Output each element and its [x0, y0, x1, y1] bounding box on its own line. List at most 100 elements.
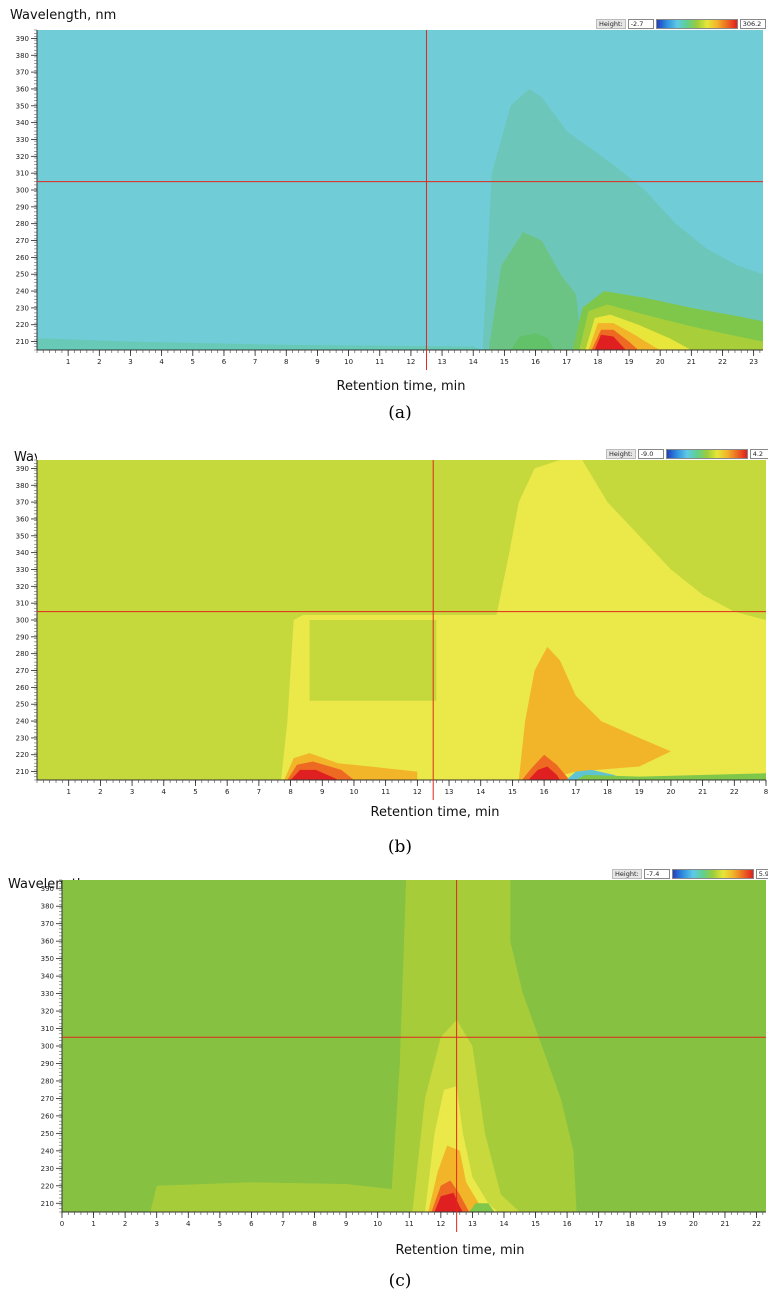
y-tick-label: 280: [16, 650, 29, 658]
intensity-region: [309, 620, 437, 701]
x-tick-label: 8: [312, 1220, 316, 1228]
x-tick-label: 6: [249, 1220, 254, 1228]
legend-gradient: [655, 19, 738, 29]
x-tick-label: 10: [373, 1220, 382, 1228]
y-tick-label: 300: [16, 617, 29, 625]
x-tick-label: 6: [225, 788, 230, 796]
intensity-region: [518, 646, 671, 780]
y-tick-label: 240: [41, 1147, 54, 1155]
x-tick-label: 9: [315, 358, 319, 366]
y-tick-label: 370: [41, 920, 54, 928]
x-tick-label: 4: [159, 358, 164, 366]
legend-max: 4.2: [749, 449, 768, 459]
y-tick-label: 280: [41, 1077, 54, 1085]
heatmap-plot: 1 2 3 4 5 6 7 8 9 10 11 12 13 14 15 16 17 18 19 20 21 22 82102…: [16, 450, 768, 800]
y-tick-label: 310: [16, 170, 29, 178]
x-tick-label: 1: [66, 358, 70, 366]
y-tick-label: 340: [16, 119, 29, 127]
x-tick-label: 21: [720, 1220, 729, 1228]
y-tick-label: 320: [16, 583, 29, 591]
intensity-region: [528, 766, 560, 780]
x-tick-label: 21: [687, 358, 696, 366]
y-tick-label: 350: [41, 955, 54, 963]
x-tick-label: 12: [406, 358, 415, 366]
y-tick-label: 380: [16, 52, 29, 60]
x-tick-label: 16: [563, 1220, 572, 1228]
x-tick-label: 10: [344, 358, 353, 366]
intensity-region: [290, 769, 339, 780]
y-tick-label: 290: [41, 1060, 54, 1068]
color-legend: Height: -2.7 306.2: [596, 19, 768, 29]
y-tick-label: 290: [16, 633, 29, 641]
x-tick-label: 19: [635, 788, 644, 796]
x-tick-label: 3: [128, 358, 132, 366]
x-tick-label: 22: [752, 1220, 761, 1228]
x-tick-label: 16: [540, 788, 549, 796]
x-tick-label: 7: [253, 358, 257, 366]
plot-notch: [37, 450, 162, 460]
intensity-region: [37, 338, 483, 350]
y-tick-label: 300: [16, 187, 29, 195]
x-tick-label: 5: [218, 1220, 222, 1228]
y-tick-label: 340: [41, 973, 54, 981]
intensity-region: [510, 333, 555, 350]
x-tick-label: 9: [320, 788, 324, 796]
x-tick-label: 19: [657, 1220, 666, 1228]
y-tick-label: 270: [41, 1095, 54, 1103]
x-tick-label: 10: [349, 788, 358, 796]
x-tick-label: 22: [718, 358, 727, 366]
y-tick-label: 350: [16, 102, 29, 110]
x-tick-label: 15: [508, 788, 517, 796]
x-tick-label: 11: [375, 358, 384, 366]
y-axis-title: Wavelength, nm: [10, 8, 117, 23]
x-tick-label: 14: [476, 788, 485, 796]
legend-gradient: [671, 869, 754, 879]
x-axis-title: Retention time, min: [370, 805, 500, 820]
y-tick-label: 380: [16, 482, 29, 490]
x-tick-label: 22: [730, 788, 739, 796]
y-tick-label: 300: [41, 1043, 54, 1051]
x-tick-label: 3: [154, 1220, 158, 1228]
x-tick-label: 16: [531, 358, 540, 366]
y-tick-label: 250: [41, 1130, 54, 1138]
y-tick-label: 370: [16, 499, 29, 507]
x-tick-label: 9: [344, 1220, 348, 1228]
legend-min: -9.0: [637, 449, 664, 459]
x-tick-label: 11: [405, 1220, 414, 1228]
y-tick-label: 390: [16, 35, 29, 43]
y-tick-label: 220: [41, 1182, 54, 1190]
x-tick-label: 7: [281, 1220, 285, 1228]
y-tick-label: 270: [16, 667, 29, 675]
x-tick-label: 4: [162, 788, 167, 796]
y-tick-label: 230: [41, 1165, 54, 1173]
x-tick-label: 21: [698, 788, 707, 796]
x-tick-label: 19: [625, 358, 634, 366]
x-tick-label: 2: [98, 788, 102, 796]
intensity-region: [434, 1192, 463, 1212]
x-tick-label: 17: [562, 358, 571, 366]
x-axis-title: Retention time, min: [336, 379, 466, 394]
y-tick-label: 240: [16, 718, 29, 726]
x-tick-label: 5: [191, 358, 195, 366]
legend-gradient: [665, 449, 748, 459]
y-tick-label: 340: [16, 549, 29, 557]
legend-label: Height:: [606, 449, 636, 459]
x-tick-label: 14: [469, 358, 478, 366]
intensity-region: [575, 773, 766, 780]
x-tick-label: 14: [500, 1220, 509, 1228]
x-tick-label: 2: [123, 1220, 127, 1228]
legend-label: Height:: [596, 19, 626, 29]
y-tick-label: 290: [16, 203, 29, 211]
x-tick-label: 17: [571, 788, 580, 796]
panel-caption: (a): [388, 403, 412, 423]
x-tick-label: 8: [288, 788, 292, 796]
y-tick-label: 220: [16, 751, 29, 759]
x-tick-label: 0: [60, 1220, 64, 1228]
x-tick-label: 11: [381, 788, 390, 796]
heatmap-plot: 1 2 3 4 5 6 7 8 9 10 11 12 13 14 15 16 17 18 19 20 21 22 23210…: [16, 29, 763, 370]
y-tick-label: 350: [16, 532, 29, 540]
y-tick-label: 330: [16, 566, 29, 574]
y-tick-label: 360: [41, 938, 54, 946]
x-tick-label: 20: [666, 788, 675, 796]
legend-min: -2.7: [627, 19, 654, 29]
